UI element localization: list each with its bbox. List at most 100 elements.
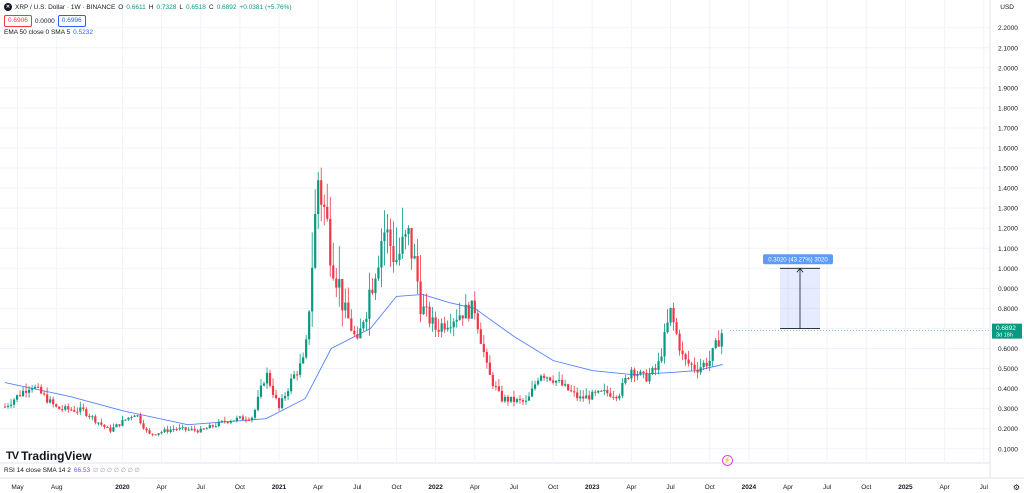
time-tick-label: Oct bbox=[548, 484, 558, 491]
candle-body bbox=[335, 278, 338, 288]
candle-body bbox=[205, 428, 208, 430]
candle-body bbox=[323, 204, 326, 207]
time-axis[interactable]: May Aug 2020 Apr Jul Oct 2021 Apr Jul Oct 2022 Apr J… bbox=[0, 477, 1024, 491]
candle-body bbox=[127, 417, 130, 420]
candle-body bbox=[85, 409, 88, 416]
candle-body bbox=[425, 306, 428, 308]
candle-body bbox=[410, 227, 413, 259]
candle-body bbox=[311, 267, 314, 312]
price-tick-label: 2.2000 bbox=[998, 25, 1018, 32]
candle-body bbox=[693, 364, 696, 370]
candle-body bbox=[564, 384, 567, 386]
candle-body bbox=[283, 396, 287, 399]
candle-body bbox=[253, 409, 257, 418]
time-tick-label: Apr bbox=[313, 484, 324, 491]
candle-body bbox=[627, 378, 630, 380]
rsi-legend[interactable]: RSI 14 close SMA 14 2 66.53 ∅ ∅ ∅ ∅ ∅ ∅ … bbox=[4, 467, 140, 474]
candle-body bbox=[67, 406, 70, 410]
candle-body bbox=[43, 393, 46, 395]
candle-body bbox=[618, 395, 621, 399]
candle-body bbox=[154, 434, 157, 436]
candle-body bbox=[446, 327, 449, 330]
candle-body bbox=[699, 367, 702, 373]
time-tick-label: 2020 bbox=[115, 484, 130, 491]
candle-body bbox=[684, 354, 687, 360]
candle-body bbox=[145, 428, 148, 431]
gear-icon[interactable]: ⚙ bbox=[1012, 483, 1020, 492]
lightning-icon[interactable]: ⚡ bbox=[722, 455, 733, 466]
rsi-placeholder-values: ∅ ∅ ∅ ∅ ∅ ∅ ∅ bbox=[93, 468, 140, 474]
candle-body bbox=[524, 400, 528, 402]
candle-body bbox=[18, 395, 22, 397]
candle-body bbox=[594, 391, 597, 393]
rsi-label[interactable]: RSI 14 close SMA 14 2 bbox=[4, 467, 71, 474]
candle-body bbox=[34, 386, 37, 389]
candle-body bbox=[347, 302, 350, 319]
price-tick-label: 1.6000 bbox=[998, 146, 1018, 153]
time-tick-label: Oct bbox=[391, 484, 401, 491]
candle-body bbox=[515, 399, 519, 403]
close-label: C bbox=[208, 3, 214, 11]
ema-legend[interactable]: EMA 50 close 0 SMA 5 0.5232 bbox=[4, 29, 93, 36]
candle-body bbox=[392, 245, 395, 262]
candle-body bbox=[199, 428, 202, 433]
candle-body bbox=[422, 306, 425, 315]
time-tick-label: Apr bbox=[470, 484, 481, 491]
candle-body bbox=[413, 256, 416, 259]
candle-body bbox=[561, 379, 564, 386]
price-axis[interactable]: 2.2000 2.1000 2.0000 1.9000 1.8000 1.7000 1.60… bbox=[989, 0, 1018, 478]
change-value: +0.0381 (+5.76%) bbox=[239, 3, 292, 11]
price-tick-label: 1.3000 bbox=[998, 206, 1018, 213]
candle-body bbox=[705, 362, 708, 367]
candle-body bbox=[555, 380, 558, 383]
candle-body bbox=[449, 327, 452, 329]
candle-body bbox=[193, 428, 196, 431]
candle-body bbox=[579, 396, 582, 399]
time-tick-label: Apr bbox=[940, 484, 951, 491]
price-tick-label: 0.3000 bbox=[998, 406, 1018, 413]
candle-body bbox=[600, 390, 603, 392]
buy-button[interactable]: 0.6996 bbox=[57, 15, 86, 27]
time-tick-label: 2021 bbox=[272, 484, 287, 491]
candle-body bbox=[470, 300, 473, 319]
candle-body bbox=[503, 396, 507, 402]
sell-button[interactable]: 0.6906 bbox=[4, 15, 32, 27]
tradingview-logo[interactable]: TV TradingView bbox=[6, 449, 92, 463]
time-tick-label: Jul bbox=[823, 484, 832, 491]
price-tick-label: 1.8000 bbox=[998, 105, 1018, 112]
trade-buttons[interactable]: 0.6906 0.0000 0.6996 bbox=[4, 15, 86, 27]
candle-body bbox=[229, 421, 232, 423]
symbol-legend[interactable]: ✕ XRP / U.S. Dollar · 1W · BINANCE O 0.66… bbox=[4, 3, 292, 11]
candle-body bbox=[184, 427, 187, 430]
currency-label[interactable]: USD bbox=[1000, 4, 1014, 11]
candle-body bbox=[133, 415, 136, 418]
candle-body bbox=[467, 304, 470, 319]
symbol-title[interactable]: XRP / U.S. Dollar · 1W · BINANCE bbox=[15, 3, 116, 11]
candle-body bbox=[151, 433, 154, 435]
candle-body bbox=[536, 380, 540, 385]
price-tick-label: 1.4000 bbox=[998, 186, 1018, 193]
tradingview-logo-text: TradingView bbox=[21, 449, 92, 463]
candle-body bbox=[142, 423, 145, 429]
candle-body bbox=[530, 388, 534, 397]
ema-label[interactable]: EMA 50 close 0 SMA 5 bbox=[4, 29, 71, 36]
candle-body bbox=[112, 427, 115, 432]
time-tick-label: Jul bbox=[510, 484, 519, 491]
candle-body bbox=[377, 267, 380, 279]
measure-tool[interactable]: 0.3020 (43.27%) 3020 bbox=[763, 254, 833, 329]
candle-body bbox=[24, 390, 28, 393]
candle-body bbox=[166, 429, 169, 432]
candle-body bbox=[606, 389, 609, 394]
price-tick-label: 1.9000 bbox=[998, 85, 1018, 92]
candle-body bbox=[576, 392, 579, 399]
candle-body bbox=[350, 318, 353, 331]
candle-body bbox=[202, 428, 205, 430]
candle-body bbox=[500, 390, 504, 402]
price-tick-label: 2.0000 bbox=[998, 65, 1018, 72]
candle-body bbox=[9, 404, 13, 406]
candle-body bbox=[455, 319, 458, 322]
candle-body bbox=[94, 416, 97, 423]
candle-body bbox=[262, 383, 266, 386]
